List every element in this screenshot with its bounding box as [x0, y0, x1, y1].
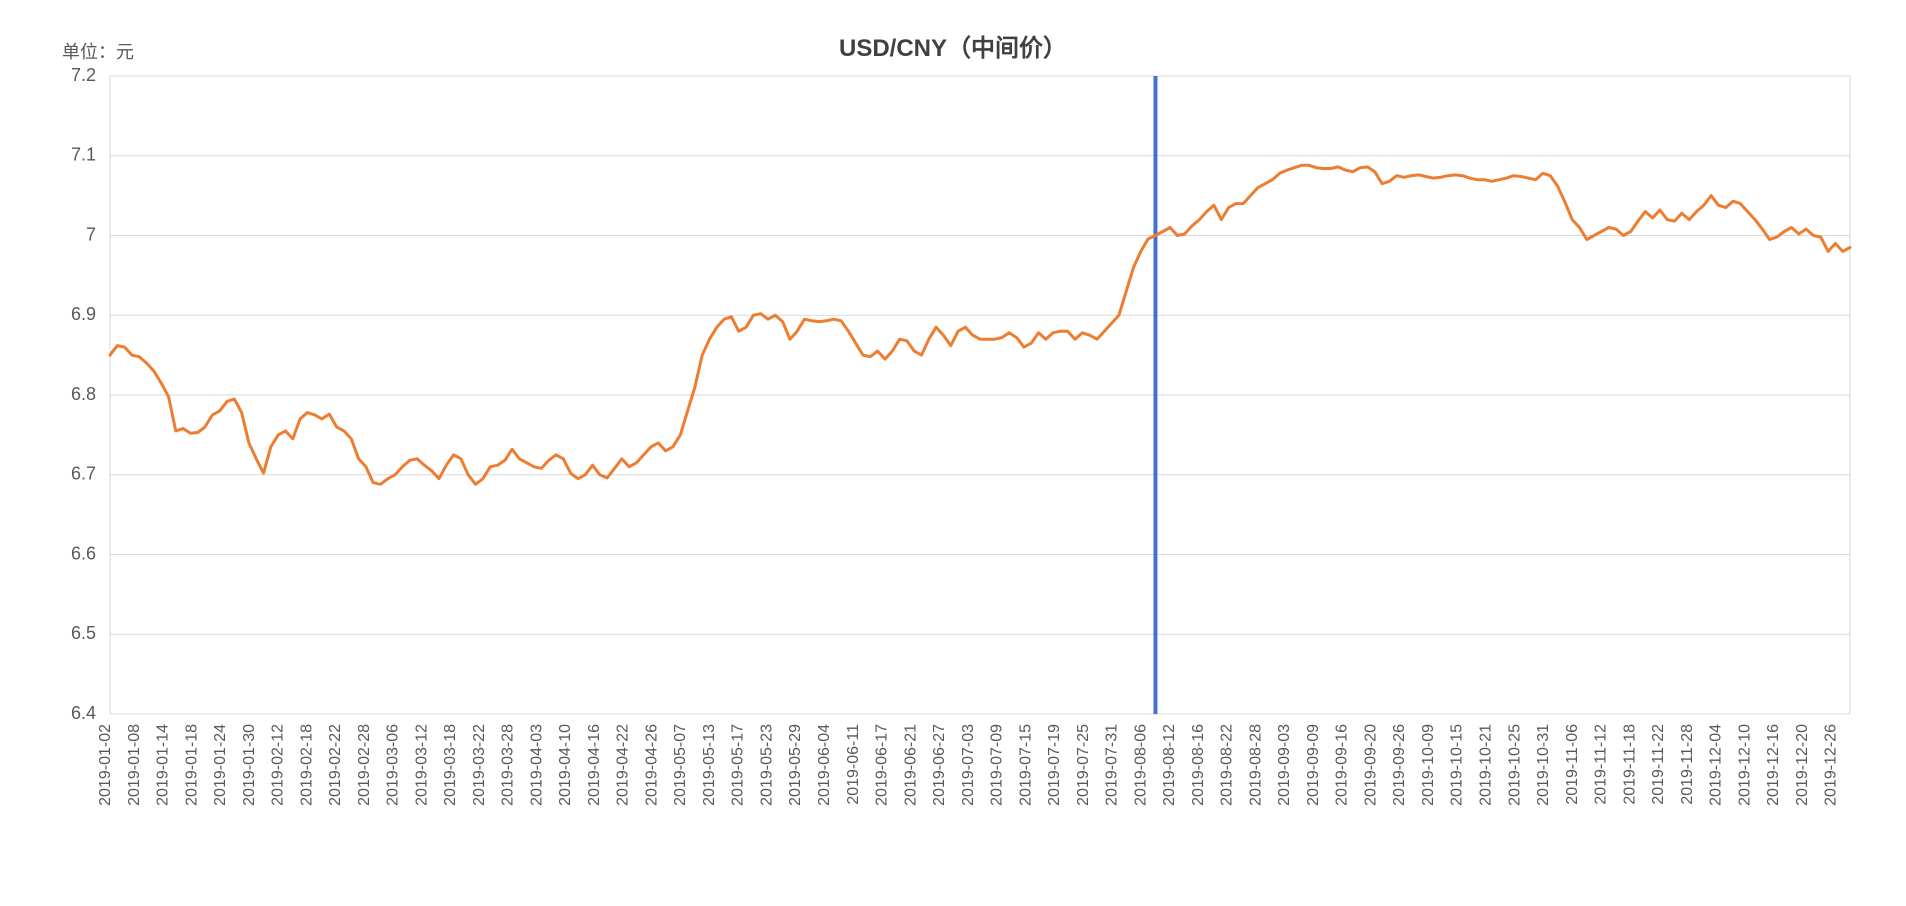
ytick-label: 7	[86, 224, 96, 244]
xtick-label: 2019-10-21	[1477, 724, 1494, 806]
xtick-label: 2019-07-25	[1075, 724, 1092, 806]
ytick-label: 7.1	[71, 145, 96, 165]
xtick-label: 2019-11-06	[1564, 724, 1581, 805]
ytick-label: 6.8	[71, 384, 96, 404]
xtick-label: 2019-06-17	[874, 724, 891, 806]
xtick-label: 2019-12-26	[1823, 724, 1840, 806]
chart-svg: 6.4 6.5 6.6 6.7 6.8 6.9 7 7.1 7.2 2019-01-02 2019-…	[0, 0, 1906, 906]
xtick-label: 2019-03-12	[413, 724, 430, 806]
data-line	[110, 165, 1850, 484]
xtick-label: 2019-06-27	[931, 724, 948, 806]
xtick-label: 2019-05-29	[787, 724, 804, 806]
xtick-label: 2019-03-28	[500, 724, 517, 806]
xtick-label: 2019-11-28	[1679, 724, 1696, 805]
xtick-label: 2019-05-13	[701, 724, 718, 806]
xtick-label: 2019-11-22	[1650, 724, 1667, 805]
xtick-label: 2019-03-06	[385, 724, 402, 806]
xtick-label: 2019-11-18	[1621, 724, 1638, 805]
xtick-label: 2019-07-09	[989, 724, 1006, 806]
ytick-label: 6.9	[71, 304, 96, 324]
xtick-label: 2019-02-18	[298, 724, 315, 806]
xtick-label: 2019-04-26	[643, 724, 660, 806]
xtick-label: 2019-07-31	[1104, 724, 1121, 806]
xtick-label: 2019-03-22	[471, 724, 488, 806]
xtick-label: 2019-04-22	[615, 724, 632, 806]
xtick-label: 2019-12-16	[1765, 724, 1782, 806]
xtick-label: 2019-01-02	[97, 724, 114, 806]
xtick-label: 2019-03-18	[442, 724, 459, 806]
xtick-label: 2019-06-11	[845, 724, 862, 805]
xtick-label: 2019-08-16	[1190, 724, 1207, 806]
xtick-label: 2019-09-16	[1334, 724, 1351, 806]
xtick-label: 2019-11-12	[1593, 724, 1610, 805]
xtick-label: 2019-01-30	[241, 724, 258, 806]
xtick-label: 2019-04-16	[586, 724, 603, 806]
xtick-label: 2019-10-31	[1535, 724, 1552, 806]
xtick-label: 2019-12-04	[1708, 724, 1725, 806]
xtick-label: 2019-01-14	[155, 724, 172, 806]
xtick-label: 2019-05-23	[758, 724, 775, 806]
xtick-label: 2019-01-24	[212, 724, 229, 806]
xtick-label: 2019-07-15	[1017, 724, 1034, 806]
chart-container: USD/CNY（中间价） 单位：元 6.46.56.66.76.86.977.1…	[0, 0, 1906, 906]
ytick-label: 6.4	[71, 703, 96, 723]
xtick-label: 2019-05-17	[730, 724, 747, 806]
ytick-label: 6.5	[71, 623, 96, 643]
ytick-label: 7.2	[71, 65, 96, 85]
xtick-label: 2019-05-07	[672, 724, 689, 806]
ytick-label: 6.7	[71, 464, 96, 484]
xtick-label: 2019-06-04	[816, 724, 833, 806]
xtick-label: 2019-04-10	[557, 724, 574, 806]
xtick-label: 2019-09-09	[1305, 724, 1322, 806]
xtick-label: 2019-02-28	[356, 724, 373, 806]
xtick-label: 2019-08-12	[1161, 724, 1178, 806]
xtick-label: 2019-10-25	[1506, 724, 1523, 806]
xtick-label: 2019-12-20	[1794, 724, 1811, 806]
xtick-label: 2019-02-12	[270, 724, 287, 806]
xtick-label: 2019-08-22	[1219, 724, 1236, 806]
xtick-label: 2019-10-09	[1420, 724, 1437, 806]
xtick-label: 2019-07-03	[960, 724, 977, 806]
xtick-label: 2019-08-06	[1132, 724, 1149, 806]
xtick-label: 2019-02-22	[327, 724, 344, 806]
xtick-label: 2019-07-19	[1046, 724, 1063, 806]
xtick-label: 2019-12-10	[1736, 724, 1753, 806]
ytick-label: 6.6	[71, 543, 96, 563]
xtick-label: 2019-09-26	[1391, 724, 1408, 806]
xtick-label: 2019-09-03	[1276, 724, 1293, 806]
xtick-label: 2019-09-20	[1362, 724, 1379, 806]
xtick-label: 2019-01-18	[183, 724, 200, 806]
xtick-label: 2019-08-28	[1247, 724, 1264, 806]
xtick-label: 2019-06-21	[902, 724, 919, 806]
xtick-label: 2019-10-15	[1449, 724, 1466, 806]
xtick-label: 2019-04-03	[528, 724, 545, 806]
xtick-label: 2019-01-08	[126, 724, 143, 806]
